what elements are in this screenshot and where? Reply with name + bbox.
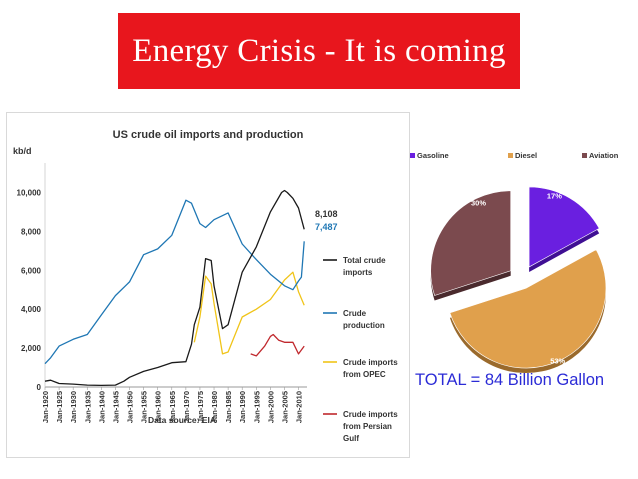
legend-label: Aviation: [589, 151, 619, 160]
pie-data-label: 53%: [550, 357, 565, 366]
x-tick-label: Jan-1920: [41, 391, 50, 423]
y-tick-label: 0: [37, 383, 42, 392]
x-tick-label: Jan-2000: [266, 391, 275, 423]
x-tick-label: Jan-1940: [97, 391, 106, 423]
y-tick-label: 6,000: [21, 266, 42, 275]
legend-swatch: [410, 153, 415, 158]
y-axis-unit-label: kb/d: [13, 146, 32, 156]
end-value-label: 8,108: [315, 209, 338, 219]
x-tick-label: Jan-1925: [55, 391, 64, 423]
legend-swatch: [508, 153, 513, 158]
series-line-total-crude-imports: [44, 189, 305, 387]
legend-swatch: [582, 153, 587, 158]
x-tick-label: Jan-1955: [140, 391, 149, 423]
pie-slice-aviation: [430, 190, 512, 296]
x-tick-label: Jan-2005: [280, 391, 289, 423]
x-tick-label: Jan-1995: [252, 391, 261, 423]
x-tick-label: Jan-1975: [196, 391, 205, 423]
line-chart-panel: US crude oil imports and production kb/d 0…: [6, 112, 410, 458]
x-tick-label: Jan-1935: [83, 391, 92, 423]
chart-title: US crude oil imports and production: [113, 129, 304, 141]
slide-title: Energy Crisis - It is coming: [132, 32, 506, 69]
slide-title-banner: Energy Crisis - It is coming: [118, 13, 520, 89]
pie-slice-diesel: [449, 249, 607, 369]
legend-label: Crude imports: [343, 358, 398, 367]
end-value-label: 7,487: [315, 222, 338, 232]
legend-label: from OPEC: [343, 370, 386, 379]
total-gallons-label: TOTAL = 84 Billion Gallon: [415, 371, 605, 389]
series-line-crude-production: [44, 199, 305, 365]
series-line-crude-imports-from-persian-gulf: [250, 333, 305, 357]
pie-data-label: 17%: [547, 191, 562, 200]
x-tick-label: Jan-1985: [224, 391, 233, 423]
x-tick-label: Jan-1960: [154, 391, 163, 423]
pie-chart-panel: Gasoline Diesel Aviation 17% 53% 30%: [410, 146, 634, 376]
pie-slice-gasoline: [528, 186, 600, 268]
y-tick-label: 8,000: [21, 227, 42, 236]
x-tick-label: Jan-1965: [168, 391, 177, 423]
legend-label: imports: [343, 268, 373, 277]
x-tick-label: Jan-1970: [182, 391, 191, 423]
legend-label: Total crude: [343, 256, 386, 265]
y-tick-label: 2,000: [21, 344, 42, 353]
y-tick-label: 4,000: [21, 305, 42, 314]
x-tick-label: Jan-1930: [69, 391, 78, 423]
legend-label: Crude imports: [343, 410, 398, 419]
line-chart: US crude oil imports and production kb/d 0…: [13, 129, 398, 443]
pie-chart: Gasoline Diesel Aviation 17% 53% 30%: [410, 151, 619, 374]
pie-data-label: 30%: [471, 199, 486, 208]
legend-label: Crude: [343, 309, 367, 318]
legend-label: Gulf: [343, 434, 359, 443]
series-line-crude-imports-from-opec: [193, 271, 305, 355]
x-tick-label: Jan-1945: [111, 391, 120, 423]
legend-label: Diesel: [515, 151, 537, 160]
x-tick-label: Jan-1980: [210, 391, 219, 423]
data-source-label: Data source: EIA: [148, 415, 216, 425]
legend-label: from Persian: [343, 422, 392, 431]
x-tick-label: Jan-2010: [295, 391, 304, 423]
legend-label: production: [343, 321, 385, 330]
y-tick-label: 10,000: [17, 188, 42, 197]
x-tick-label: Jan-1990: [238, 391, 247, 423]
legend-label: Gasoline: [417, 151, 449, 160]
x-tick-label: Jan-1950: [126, 391, 135, 423]
